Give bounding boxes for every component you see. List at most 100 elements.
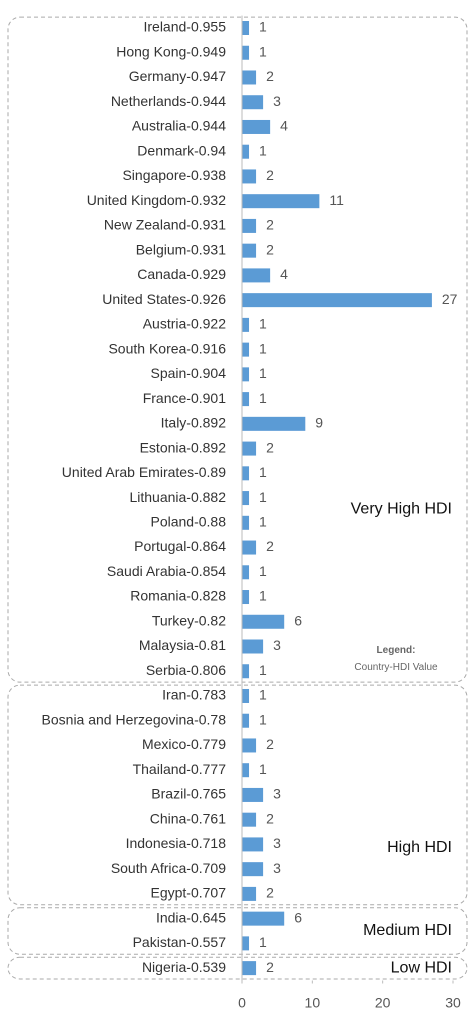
group-label: Low HDI — [391, 959, 452, 976]
category-label: Saudi Arabia-0.854 — [107, 563, 226, 579]
category-label: Austria-0.922 — [143, 316, 226, 332]
category-label: Lithuania-0.882 — [129, 489, 226, 505]
bar — [242, 70, 257, 85]
bar — [242, 837, 264, 852]
category-label: Romania-0.828 — [130, 588, 226, 604]
category-label: China-0.761 — [150, 810, 226, 826]
category-label: India-0.645 — [156, 909, 226, 925]
bar — [242, 119, 271, 134]
value-label: 2 — [266, 217, 274, 233]
value-label: 3 — [273, 860, 281, 876]
value-label: 2 — [266, 538, 274, 554]
value-label: 3 — [273, 637, 281, 653]
category-label: France-0.901 — [143, 390, 226, 406]
category-label: Italy-0.892 — [161, 415, 227, 431]
value-label: 4 — [280, 118, 288, 134]
category-label: Malaysia-0.81 — [139, 637, 226, 653]
legend-title: Legend: — [377, 645, 416, 656]
bar — [242, 639, 264, 654]
bar — [242, 738, 257, 753]
value-label: 1 — [259, 142, 267, 158]
bar — [242, 565, 250, 580]
category-label: Bosnia and Herzegovina-0.78 — [42, 711, 227, 727]
category-label: Netherlands-0.944 — [111, 93, 226, 109]
value-label: 6 — [294, 909, 302, 925]
value-label: 1 — [259, 43, 267, 59]
bar — [242, 45, 250, 60]
value-label: 1 — [259, 588, 267, 604]
category-label: Estonia-0.892 — [140, 439, 227, 455]
category-label: Egypt-0.707 — [151, 885, 227, 901]
value-label: 1 — [259, 19, 267, 35]
category-label: Pakistan-0.557 — [133, 934, 227, 950]
value-label: 3 — [273, 786, 281, 802]
category-label: Hong Kong-0.949 — [116, 43, 226, 59]
value-label: 1 — [259, 711, 267, 727]
value-label: 27 — [442, 291, 458, 307]
category-label: Indonesia-0.718 — [126, 835, 227, 851]
bar — [242, 342, 250, 357]
bar — [242, 515, 250, 530]
value-label: 1 — [259, 489, 267, 505]
bar — [242, 144, 250, 159]
group-label: Very High HDI — [351, 500, 452, 517]
bar — [242, 590, 250, 605]
category-label: Turkey-0.82 — [152, 612, 226, 628]
value-label: 6 — [294, 612, 302, 628]
x-tick-label: 10 — [305, 995, 321, 1011]
group-label: High HDI — [387, 839, 452, 856]
bar — [242, 688, 250, 703]
bar — [242, 268, 271, 283]
bar — [242, 293, 432, 308]
group-box — [7, 16, 468, 683]
bar — [242, 243, 257, 258]
value-label: 2 — [266, 885, 274, 901]
bar — [242, 936, 250, 951]
bar — [242, 491, 250, 506]
bar — [242, 169, 257, 184]
bar — [242, 614, 285, 629]
bar — [242, 763, 250, 778]
value-label: 2 — [266, 736, 274, 752]
value-label: 1 — [259, 340, 267, 356]
category-label: Australia-0.944 — [132, 118, 226, 134]
value-label: 1 — [259, 316, 267, 332]
group-label: Medium HDI — [363, 922, 452, 939]
value-label: 1 — [259, 365, 267, 381]
bar — [242, 961, 257, 976]
bar — [242, 392, 250, 407]
value-label: 1 — [259, 464, 267, 480]
value-label: 1 — [259, 687, 267, 703]
value-label: 1 — [259, 390, 267, 406]
bar — [242, 540, 257, 555]
category-label: Portugal-0.864 — [134, 538, 226, 554]
value-label: 1 — [259, 563, 267, 579]
value-label: 2 — [266, 439, 274, 455]
bar — [242, 862, 264, 877]
bar — [242, 886, 257, 901]
value-label: 1 — [259, 662, 267, 678]
bar — [242, 664, 250, 679]
value-label: 3 — [273, 93, 281, 109]
value-label: 9 — [315, 415, 323, 431]
category-label: Canada-0.929 — [137, 266, 226, 282]
bar — [242, 911, 285, 926]
value-label: 2 — [266, 241, 274, 257]
value-label: 1 — [259, 761, 267, 777]
category-label: Germany-0.947 — [129, 68, 226, 84]
bar — [242, 441, 257, 456]
bar — [242, 95, 264, 110]
bar — [242, 317, 250, 332]
category-label: Singapore-0.938 — [122, 167, 226, 183]
value-label: 2 — [266, 959, 274, 975]
category-label: Ireland-0.955 — [143, 19, 226, 35]
category-label: South Korea-0.916 — [108, 340, 226, 356]
bar — [242, 787, 264, 802]
category-label: Thailand-0.777 — [133, 761, 227, 777]
value-label: 3 — [273, 835, 281, 851]
category-label: Brazil-0.765 — [151, 786, 226, 802]
value-label: 2 — [266, 167, 274, 183]
category-label: United Kingdom-0.932 — [87, 192, 227, 208]
value-label: 4 — [280, 266, 288, 282]
